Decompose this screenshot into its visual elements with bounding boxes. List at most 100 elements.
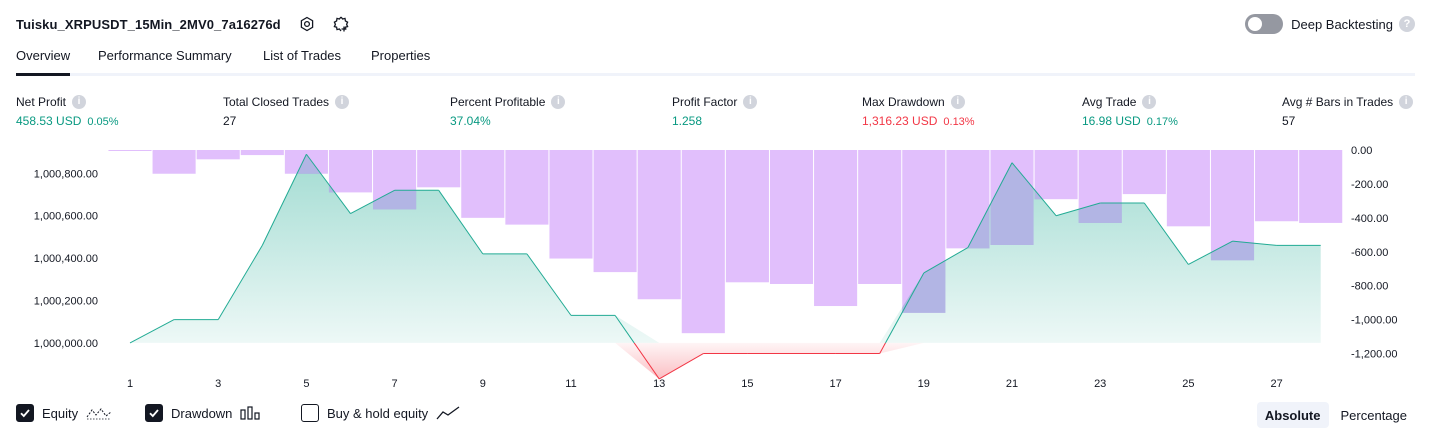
tab-overview[interactable]: Overview bbox=[16, 48, 71, 76]
equity-line-segment bbox=[350, 189, 395, 215]
equity-line-segment bbox=[1143, 202, 1189, 265]
checkbox-box[interactable] bbox=[145, 404, 163, 422]
drawdown-bars-icon bbox=[240, 406, 262, 420]
equity-line-segment bbox=[633, 342, 660, 380]
equity-checkbox[interactable]: Equity bbox=[16, 404, 112, 422]
checkbox-box[interactable] bbox=[301, 404, 319, 422]
tab-performance-summary[interactable]: Performance Summary bbox=[98, 48, 232, 63]
help-icon[interactable]: ? bbox=[1399, 16, 1415, 32]
equity-line-segment bbox=[967, 162, 1013, 248]
equity-line-segment bbox=[1188, 240, 1233, 265]
x-axis-tick: 15 bbox=[741, 378, 753, 390]
drawdown-bar[interactable] bbox=[240, 150, 284, 156]
equity-line-segment bbox=[526, 253, 572, 316]
equity-line-segment bbox=[885, 272, 925, 344]
toggle-knob bbox=[1248, 17, 1263, 31]
info-icon[interactable]: i bbox=[551, 94, 566, 109]
stat-max-drawdown: Max Drawdown i 1,316.23 USD 0.13% bbox=[862, 93, 975, 128]
stat-value: 1,316.23 USD bbox=[862, 114, 938, 128]
equity-line-segment bbox=[217, 245, 263, 320]
drawdown-bar[interactable] bbox=[1299, 150, 1343, 223]
equity-drawdown-chart[interactable]: 1,000,000.00 1,000,200.00 1,000,400.00 1,00… bbox=[0, 140, 1431, 395]
stat-net-profit: Net Profit i 458.53 USD 0.05% bbox=[16, 93, 119, 128]
drawdown-bar[interactable] bbox=[681, 150, 725, 334]
chart-legend: Equity Drawdown Buy & hold equity Absolu… bbox=[16, 402, 1415, 428]
stat-value: 16.98 USD bbox=[1082, 114, 1141, 128]
stat-value: 27 bbox=[223, 114, 237, 128]
tab-properties[interactable]: Properties bbox=[371, 48, 431, 63]
right-axis-tick: -1,200.00 bbox=[1351, 349, 1397, 361]
equity-line-segment bbox=[129, 319, 175, 344]
stat-label: Max Drawdown bbox=[862, 94, 945, 109]
info-icon[interactable]: i bbox=[1399, 94, 1414, 109]
equity-line-segment bbox=[658, 353, 704, 380]
stat-value: 37.04% bbox=[450, 114, 491, 128]
absolute-button[interactable]: Absolute bbox=[1256, 402, 1329, 428]
percentage-button[interactable]: Percentage bbox=[1340, 407, 1408, 423]
drawdown-label: Drawdown bbox=[171, 405, 233, 421]
source-code-icon[interactable] bbox=[331, 14, 351, 34]
info-icon[interactable]: i bbox=[72, 94, 87, 109]
deep-backtesting-label: Deep Backtesting bbox=[1291, 16, 1393, 32]
left-axis-tick: 1,000,400.00 bbox=[34, 253, 98, 265]
equity-line-segment bbox=[923, 247, 969, 274]
stat-label: Profit Factor bbox=[672, 94, 738, 109]
stat-percent-profitable: Percent Profitable i 37.04% bbox=[450, 93, 566, 128]
drawdown-bar[interactable] bbox=[549, 150, 593, 259]
drawdown-bar[interactable] bbox=[505, 150, 549, 225]
settings-icon[interactable] bbox=[297, 14, 317, 34]
scale-toggle: Absolute Percentage bbox=[1256, 402, 1415, 428]
equity-line-icon bbox=[86, 406, 112, 420]
drawdown-bar[interactable] bbox=[1034, 150, 1078, 200]
tab-list-of-trades[interactable]: List of Trades bbox=[263, 48, 342, 63]
right-axis-tick: 0.00 bbox=[1351, 145, 1372, 157]
equity-line-segment bbox=[614, 315, 635, 344]
right-axis-tick: -200.00 bbox=[1351, 179, 1388, 191]
right-axis-tick: -800.00 bbox=[1351, 281, 1388, 293]
left-axis-tick: 1,000,200.00 bbox=[34, 296, 98, 308]
x-axis-tick: 13 bbox=[653, 378, 665, 390]
equity-line-segment bbox=[305, 153, 351, 214]
drawdown-bar[interactable] bbox=[328, 150, 373, 193]
drawdown-bar[interactable] bbox=[769, 150, 814, 284]
deep-backtesting: Deep Backtesting ? bbox=[1245, 13, 1415, 35]
drawdown-bar[interactable] bbox=[461, 150, 505, 218]
drawdown-bar[interactable] bbox=[417, 150, 461, 188]
x-axis-tick: 7 bbox=[392, 378, 398, 390]
buy-hold-equity-label: Buy & hold equity bbox=[327, 405, 429, 421]
x-axis-tick: 1 bbox=[127, 378, 133, 390]
info-icon[interactable]: i bbox=[950, 94, 965, 109]
left-axis-tick: 1,000,000.00 bbox=[34, 338, 98, 350]
stats-row: Net Profit i 458.53 USD 0.05% Total Closed… bbox=[16, 93, 1415, 133]
drawdown-bar[interactable] bbox=[725, 150, 769, 283]
drawdown-checkbox[interactable]: Drawdown bbox=[145, 404, 262, 422]
equity-line-segment bbox=[879, 342, 886, 354]
deep-backtesting-toggle[interactable] bbox=[1245, 14, 1284, 34]
drawdown-bar[interactable] bbox=[1122, 150, 1166, 195]
info-icon[interactable]: i bbox=[743, 94, 758, 109]
drawdown-bar[interactable] bbox=[1166, 150, 1210, 227]
drawdown-bar[interactable] bbox=[1255, 150, 1299, 222]
stat-label: Total Closed Trades bbox=[223, 94, 330, 109]
equity-line-segment bbox=[1055, 202, 1101, 217]
x-axis-tick: 21 bbox=[1006, 378, 1018, 390]
x-axis-tick: 11 bbox=[565, 378, 576, 390]
drawdown-bar[interactable] bbox=[108, 150, 152, 151]
drawdown-bar[interactable] bbox=[814, 150, 858, 307]
drawdown-bar[interactable] bbox=[196, 150, 240, 160]
info-icon[interactable]: i bbox=[335, 94, 350, 109]
x-axis-tick: 23 bbox=[1094, 378, 1106, 390]
drawdown-bar[interactable] bbox=[637, 150, 681, 300]
stat-value: 57 bbox=[1282, 114, 1296, 128]
drawdown-bar[interactable] bbox=[152, 150, 196, 174]
checkbox-box[interactable] bbox=[16, 404, 34, 422]
stat-label: Net Profit bbox=[16, 94, 67, 109]
x-axis-tick: 17 bbox=[829, 378, 841, 390]
buy-hold-line-icon bbox=[436, 406, 460, 420]
stat-profit-factor: Profit Factor i 1.258 bbox=[672, 93, 758, 128]
drawdown-bar[interactable] bbox=[858, 150, 902, 284]
buy-hold-equity-checkbox[interactable]: Buy & hold equity bbox=[301, 404, 460, 422]
x-axis-tick: 3 bbox=[215, 378, 221, 390]
info-icon[interactable]: i bbox=[1142, 94, 1157, 109]
drawdown-bar[interactable] bbox=[593, 150, 637, 273]
